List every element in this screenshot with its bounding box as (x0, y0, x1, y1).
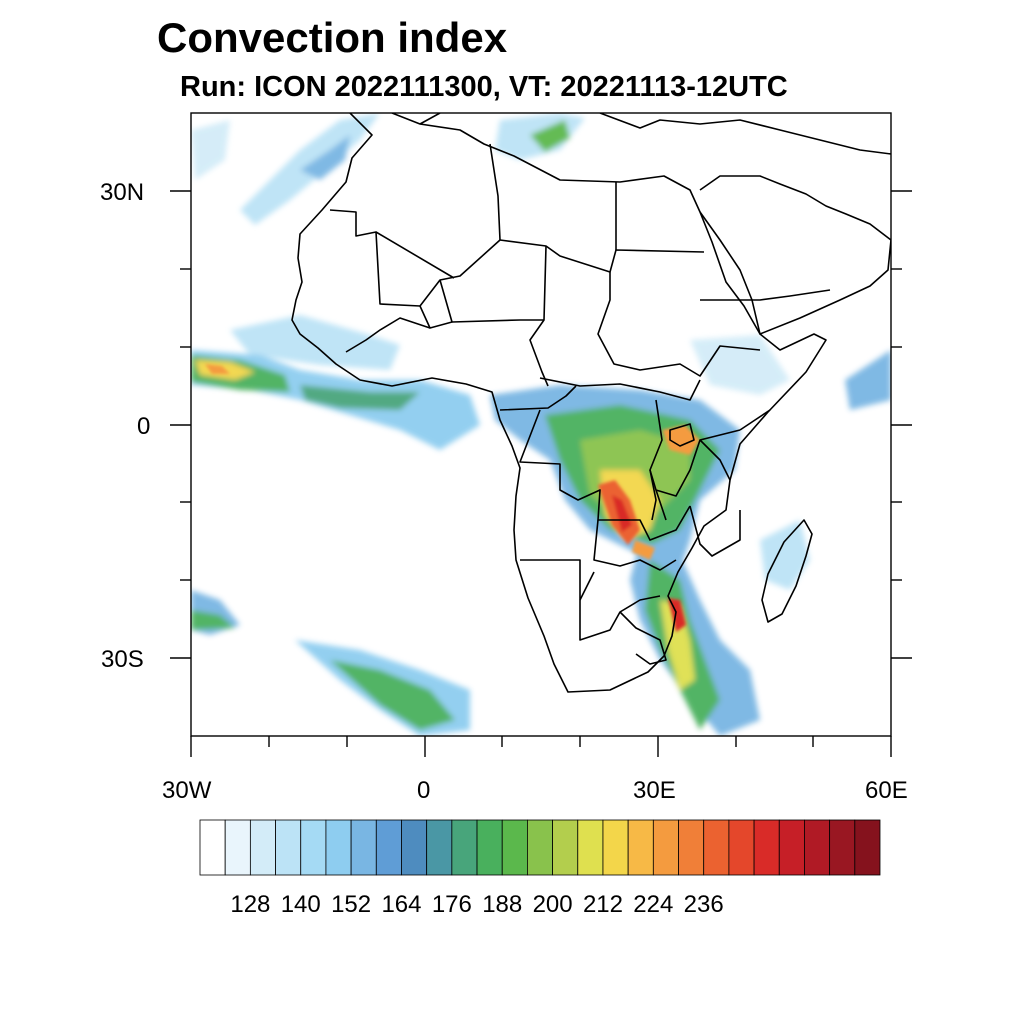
colorbar-swatch (753, 819, 780, 876)
colorbar-swatch (401, 819, 428, 876)
colorbar-swatch (778, 819, 805, 876)
colorbar-tick-label: 224 (633, 891, 673, 918)
colorbar-swatch (602, 819, 629, 876)
colorbar-swatch (627, 819, 654, 876)
colorbar-swatch (451, 819, 478, 876)
colorbar-swatch (527, 819, 553, 876)
colorbar-swatch (224, 819, 251, 876)
colorbar-swatch (652, 819, 679, 876)
colorbar-tick-label: 152 (331, 891, 371, 918)
colorbar-swatch (829, 819, 856, 876)
coastlines-borders (291, 113, 891, 693)
colorbar-swatch (476, 819, 503, 876)
colorbar: 128 140 152 164 176 188 200 212 224 236 (199, 819, 881, 918)
colorbar-swatch (854, 819, 881, 876)
lon-label-30e: 30E (633, 777, 676, 804)
colorbar-tick-label: 188 (482, 891, 522, 918)
colorbar-tick-label: 236 (684, 891, 724, 918)
colorbar-swatch (501, 819, 528, 876)
colorbar-swatch (577, 819, 604, 876)
colorbar-swatch (199, 819, 226, 876)
lat-label-30n: 30N (100, 179, 145, 206)
lon-label-0: 0 (417, 777, 431, 804)
colorbar-tick-label: 164 (381, 891, 421, 918)
lat-label-30s: 30S (101, 646, 144, 673)
colorbar-tick-label: 200 (533, 891, 573, 918)
colorbar-swatch (275, 819, 302, 876)
colorbar-swatch (325, 819, 352, 876)
colorbar-swatch (703, 819, 730, 876)
lon-label-60e: 60E (865, 777, 908, 804)
colorbar-tick-label: 128 (230, 891, 270, 918)
colorbar-swatch (300, 819, 327, 876)
lat-label-0: 0 (137, 413, 151, 440)
page-title: Convection index (157, 14, 508, 61)
lon-label-30w: 30W (162, 777, 212, 804)
colorbar-swatch (426, 819, 453, 876)
convection-field (191, 113, 891, 736)
colorbar-swatch (678, 819, 705, 876)
colorbar-swatch (375, 819, 402, 876)
colorbar-tick-label: 140 (281, 891, 321, 918)
colorbar-swatch (804, 819, 831, 876)
run-subtitle: Run: ICON 2022111300, VT: 20221113-12UTC (180, 71, 788, 103)
colorbar-tick-label: 212 (583, 891, 623, 918)
colorbar-swatch (249, 819, 276, 876)
colorbar-swatch (552, 819, 579, 876)
colorbar-swatch (350, 819, 377, 876)
axis-ticks (170, 190, 912, 757)
colorbar-tick-label: 176 (432, 891, 472, 918)
colorbar-swatch (728, 819, 755, 876)
